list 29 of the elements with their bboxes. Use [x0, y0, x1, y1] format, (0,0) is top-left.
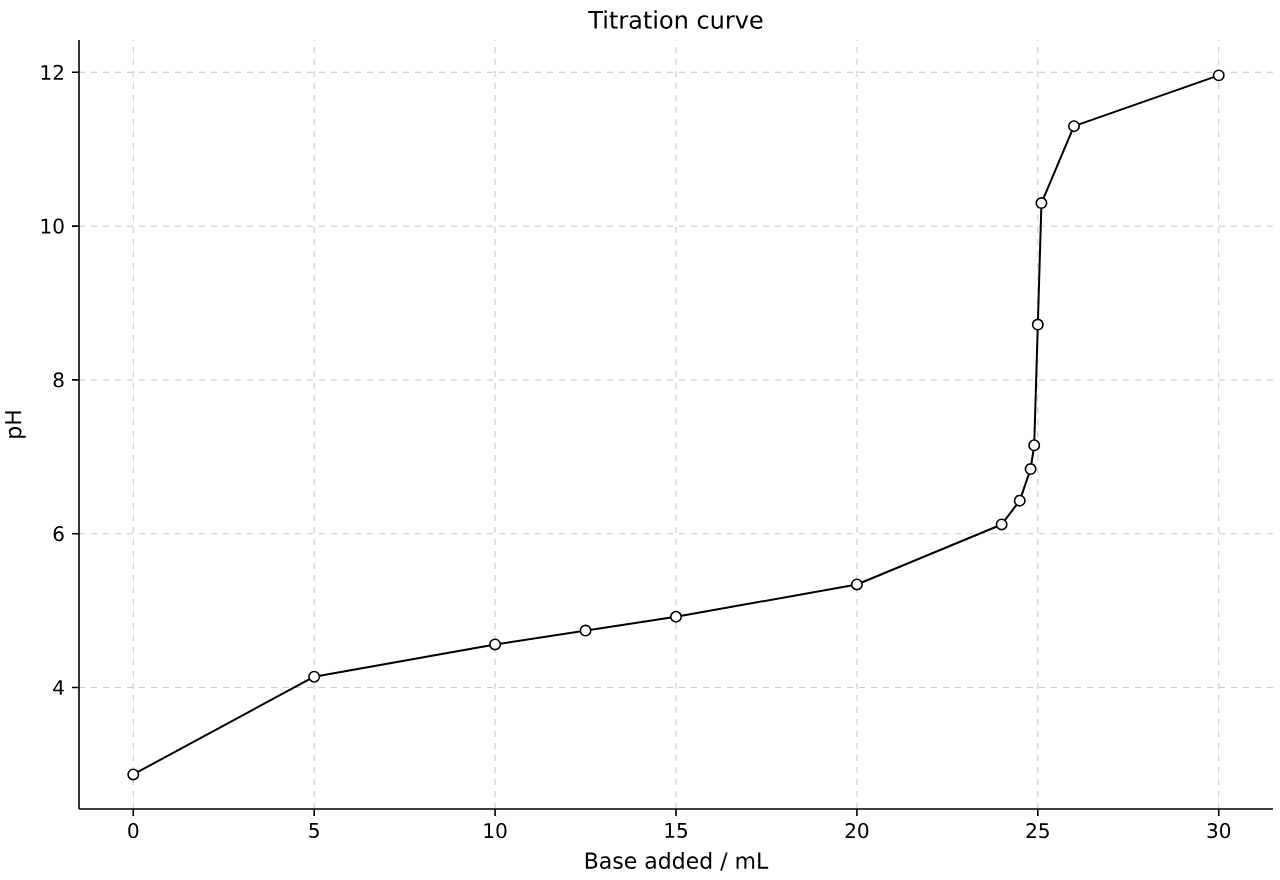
y-tick-label: 8	[53, 372, 64, 388]
point	[579, 624, 592, 637]
y-tick-label: 4	[53, 680, 64, 695]
x-tick-label: 15	[665, 823, 687, 838]
point	[1013, 494, 1026, 507]
x-tick-label: 10	[484, 823, 507, 839]
x-tick-label: 0	[128, 823, 139, 839]
point	[1028, 439, 1041, 452]
point	[1212, 69, 1225, 82]
point	[1031, 318, 1044, 331]
point	[850, 578, 863, 591]
point	[308, 670, 321, 683]
point	[1024, 463, 1037, 476]
chart-title: Titration curve	[588, 10, 763, 29]
y-axis-title: pH	[5, 411, 26, 438]
point	[670, 610, 682, 623]
y-tick-label: 6	[53, 526, 64, 542]
y-tick-label: 10	[41, 218, 64, 234]
point	[1068, 120, 1080, 133]
point	[489, 638, 502, 651]
x-tick-label: 20	[845, 823, 869, 839]
point	[127, 768, 140, 781]
x-tick-label: 25	[1026, 823, 1049, 839]
x-tick-label: 30	[1207, 823, 1231, 839]
point	[995, 518, 1008, 531]
point	[1035, 197, 1048, 210]
x-axis-title: Base added / mL	[585, 851, 769, 871]
y-tick-label: 12	[41, 64, 63, 80]
x-tick-label: 5	[309, 823, 319, 838]
